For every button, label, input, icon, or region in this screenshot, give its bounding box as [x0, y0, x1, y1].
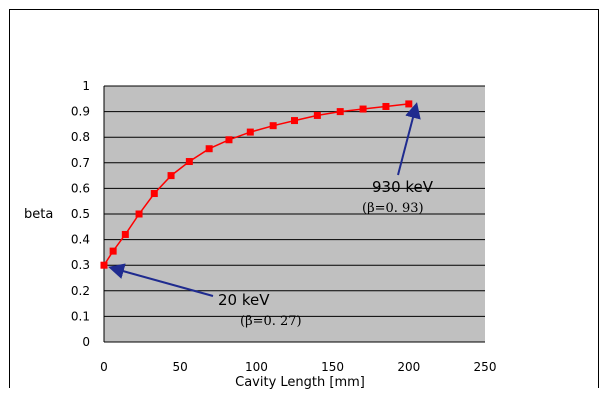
y-tick-labels: 0 0.1 0.2 0.3 0.4 0.5 0.6 0.7 0.8 0.9 1	[71, 79, 90, 349]
x-tick-label: 0	[100, 360, 108, 374]
annotation-930kev-beta: (β=0. 93)	[362, 201, 424, 216]
y-tick-label: 0.8	[71, 130, 90, 144]
data-point	[135, 210, 143, 218]
x-axis-title: Cavity Length [mm]	[235, 375, 365, 390]
data-point	[100, 261, 108, 269]
data-point	[150, 190, 158, 198]
annotation-arrow-20kev	[108, 263, 214, 297]
grid	[104, 85, 485, 317]
y-tick-label: 1	[82, 79, 90, 93]
annotation-20kev-beta: (β=0. 27)	[240, 314, 302, 329]
data-point	[313, 111, 321, 119]
y-axis-title: beta	[24, 207, 53, 222]
data-point	[185, 158, 193, 166]
series-markers	[100, 100, 413, 269]
data-point	[109, 247, 117, 255]
data-point	[405, 100, 413, 108]
data-point	[205, 145, 213, 153]
y-tick-label: 0.9	[71, 105, 90, 119]
x-tick-label: 150	[321, 360, 344, 374]
x-tick-labels: 0 50 100 150 200 250	[100, 360, 496, 374]
y-tick-label: 0	[82, 335, 90, 349]
annotation-arrow-930kev	[397, 102, 421, 176]
y-tick-label: 0.1	[71, 309, 90, 323]
data-point	[246, 128, 254, 136]
x-tick-label: 200	[397, 360, 420, 374]
y-tick-label: 0.4	[71, 233, 90, 247]
data-point	[336, 108, 344, 116]
data-point	[382, 102, 390, 110]
x-tick-label: 250	[474, 360, 497, 374]
data-point	[291, 117, 298, 125]
data-point	[167, 172, 175, 180]
data-point	[121, 230, 129, 238]
annotation-930kev: 930 keV	[372, 178, 434, 196]
y-tick-label: 0.3	[71, 258, 90, 272]
annotation-20kev: 20 keV	[218, 291, 270, 309]
x-tick-label: 50	[173, 360, 188, 374]
y-tick-label: 0.5	[71, 207, 90, 221]
data-point	[225, 136, 233, 144]
y-tick-label: 0.2	[71, 284, 90, 298]
y-tick-label: 0.6	[71, 181, 90, 195]
data-point	[359, 105, 367, 113]
y-tick-label: 0.7	[71, 156, 90, 170]
x-tick-label: 100	[245, 360, 268, 374]
data-point	[269, 122, 277, 130]
